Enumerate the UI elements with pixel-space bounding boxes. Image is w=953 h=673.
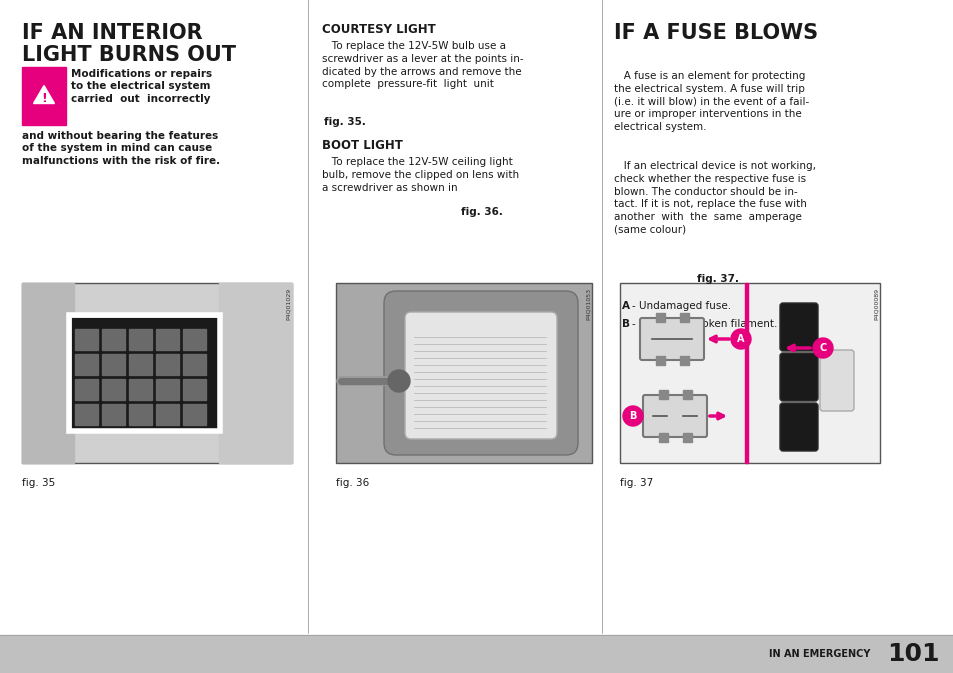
Bar [129,379,152,400]
Bar [679,313,688,322]
Text: B: B [621,319,629,329]
Bar [682,433,691,442]
Bar [156,354,179,375]
Text: IF A FUSE BLOWS: IF A FUSE BLOWS [614,23,818,43]
Bar [156,329,179,350]
Text: P4Q01029: P4Q01029 [285,288,291,320]
Bar [335,283,592,463]
FancyBboxPatch shape [780,303,817,351]
Text: fig. 35: fig. 35 [22,478,55,488]
Text: B: B [629,411,636,421]
Bar [656,356,664,365]
Bar [102,404,125,425]
Text: IF AN INTERIOR
LIGHT BURNS OUT: IF AN INTERIOR LIGHT BURNS OUT [22,23,235,65]
Bar [679,356,688,365]
FancyBboxPatch shape [405,312,557,439]
Text: 101: 101 [886,642,939,666]
Text: !: ! [41,92,47,104]
Text: Modifications or repairs
to the electrical system
carried  out  incorrectly: Modifications or repairs to the electric… [71,69,212,104]
Polygon shape [33,85,54,104]
Bar [129,329,152,350]
Circle shape [812,338,832,358]
Bar [183,354,206,375]
Text: P4Q00089: P4Q00089 [873,288,878,320]
Text: - Undamaged fuse.: - Undamaged fuse. [631,301,730,311]
Bar [656,313,664,322]
Text: A: A [737,334,744,344]
Bar [682,390,691,399]
Bar [75,404,98,425]
Text: COURTESY LIGHT: COURTESY LIGHT [322,23,436,36]
Bar [75,354,98,375]
Bar [156,404,179,425]
Bar [619,283,879,463]
FancyBboxPatch shape [642,395,706,437]
Bar [659,433,667,442]
Circle shape [622,406,642,426]
Bar [102,379,125,400]
Circle shape [730,329,750,349]
Bar [659,390,667,399]
Bar [129,354,152,375]
Text: If an electrical device is not working,
check whether the respective fuse is
blo: If an electrical device is not working, … [614,161,815,235]
Text: fig. 36: fig. 36 [335,478,369,488]
Text: To replace the 12V-5W bulb use a
screwdriver as a lever at the points in-
dicate: To replace the 12V-5W bulb use a screwdr… [322,41,523,90]
Bar [0,635,953,673]
Text: C: C [819,343,825,353]
Text: fig. 37.: fig. 37. [697,274,739,284]
FancyBboxPatch shape [384,291,578,455]
Text: fig. 35.: fig. 35. [324,117,366,127]
Bar [75,379,98,400]
Text: IN AN EMERGENCY: IN AN EMERGENCY [768,649,869,659]
Text: and without bearing the features
of the system in mind can cause
malfunctions wi: and without bearing the features of the … [22,131,220,166]
Bar [183,404,206,425]
Text: fig. 37: fig. 37 [619,478,653,488]
Bar [71,318,216,428]
Bar [156,379,179,400]
Bar [102,329,125,350]
Bar [183,329,206,350]
Bar [219,283,292,463]
Bar [22,67,66,125]
Bar [102,354,125,375]
Text: BOOT LIGHT: BOOT LIGHT [322,139,402,152]
Bar [129,404,152,425]
Circle shape [388,370,410,392]
Text: P4Q01053: P4Q01053 [585,288,590,320]
FancyBboxPatch shape [820,350,853,411]
Text: fig. 36.: fig. 36. [460,207,502,217]
FancyBboxPatch shape [780,403,817,451]
Text: To replace the 12V-5W ceiling light
bulb, remove the clipped on lens with
a scre: To replace the 12V-5W ceiling light bulb… [322,157,518,192]
FancyBboxPatch shape [639,318,703,360]
FancyBboxPatch shape [780,353,817,401]
Bar [22,283,74,463]
Bar [22,283,292,463]
Text: A: A [621,301,629,311]
Text: A fuse is an element for protecting
the electrical system. A fuse will trip
(i.e: A fuse is an element for protecting the … [614,71,808,132]
Bar [744,283,747,463]
Bar [75,329,98,350]
Bar [183,379,206,400]
Text: - Fuse with broken filament.: - Fuse with broken filament. [631,319,777,329]
